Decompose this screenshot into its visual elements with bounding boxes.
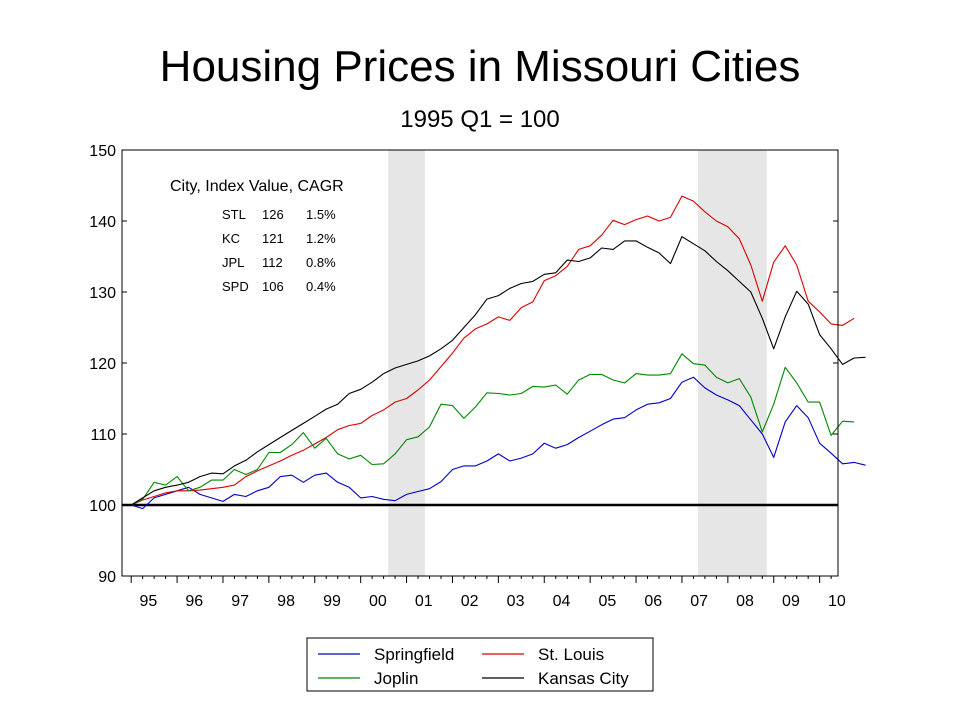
x-tick-label: 98 bbox=[277, 593, 295, 610]
x-tick-label: 01 bbox=[415, 593, 433, 610]
axes: 90 100 110 120 130 140 150 95 96 97 98 99 00 01 02 03 04… bbox=[89, 143, 846, 610]
x-tick-label: 95 bbox=[139, 593, 157, 610]
legend-label: Kansas City bbox=[538, 669, 629, 688]
y-tick-label: 140 bbox=[89, 214, 116, 231]
annotation-cagr: 0.8% bbox=[306, 255, 336, 270]
x-tick-label: 08 bbox=[736, 593, 754, 610]
annotation-cagr: 1.2% bbox=[306, 231, 336, 246]
x-tick-label: 02 bbox=[461, 593, 479, 610]
series-line-st-louis bbox=[130, 195, 855, 506]
series-line-kansas-city bbox=[130, 236, 866, 506]
x-tick-label: 05 bbox=[598, 593, 616, 610]
annotation-cagr: 1.5% bbox=[306, 207, 336, 222]
x-tick-label: 03 bbox=[507, 593, 525, 610]
y-tick-label: 150 bbox=[89, 143, 116, 160]
annotation-city: SPD bbox=[222, 279, 249, 294]
annotation-rows: STL 126 1.5% KC 121 1.2% JPL 112 0.8% SPD 106 0.4% bbox=[222, 207, 336, 294]
series-line-springfield bbox=[131, 376, 866, 510]
annotation-city: JPL bbox=[222, 255, 244, 270]
x-tick-label: 00 bbox=[369, 593, 387, 610]
y-tick-label: 100 bbox=[89, 498, 116, 515]
x-tick-label: 97 bbox=[231, 593, 249, 610]
x-tick-label: 96 bbox=[185, 593, 203, 610]
x-tick-label: 09 bbox=[782, 593, 800, 610]
chart-title: Housing Prices in Missouri Cities bbox=[159, 42, 801, 91]
legend-label: Springfield bbox=[374, 645, 454, 664]
shaded-period-0 bbox=[388, 150, 425, 576]
x-tick-label: 06 bbox=[644, 593, 662, 610]
x-tick-label: 10 bbox=[828, 593, 846, 610]
y-tick-label: 90 bbox=[98, 569, 116, 586]
shaded-periods bbox=[388, 150, 767, 576]
annotation-value: 106 bbox=[262, 279, 284, 294]
annotation-value: 121 bbox=[262, 231, 284, 246]
y-tick-label: 130 bbox=[89, 285, 116, 302]
annotation-cagr: 0.4% bbox=[306, 279, 336, 294]
annotation-title: City, Index Value, CAGR bbox=[170, 178, 344, 195]
annotation-value: 126 bbox=[262, 207, 284, 222]
y-tick-label: 120 bbox=[89, 356, 116, 373]
x-tick-label: 04 bbox=[553, 593, 571, 610]
x-tick-label: 99 bbox=[323, 593, 341, 610]
annotation-city: STL bbox=[222, 207, 246, 222]
legend: Springfield St. Louis Joplin Kansas City bbox=[306, 637, 654, 692]
chart-subtitle: 1995 Q1 = 100 bbox=[400, 106, 560, 133]
legend-label: St. Louis bbox=[538, 645, 604, 664]
x-tick-label: 07 bbox=[690, 593, 708, 610]
legend-frame bbox=[306, 637, 654, 692]
series-lines bbox=[130, 195, 866, 510]
annotation-city: KC bbox=[222, 231, 240, 246]
legend-label: Joplin bbox=[374, 669, 418, 688]
annotation-box: City, Index Value, CAGR STL 126 1.5% KC 121 1… bbox=[170, 178, 344, 294]
y-tick-label: 110 bbox=[90, 427, 116, 444]
annotation-value: 112 bbox=[262, 255, 283, 270]
series-line-joplin bbox=[130, 353, 855, 506]
